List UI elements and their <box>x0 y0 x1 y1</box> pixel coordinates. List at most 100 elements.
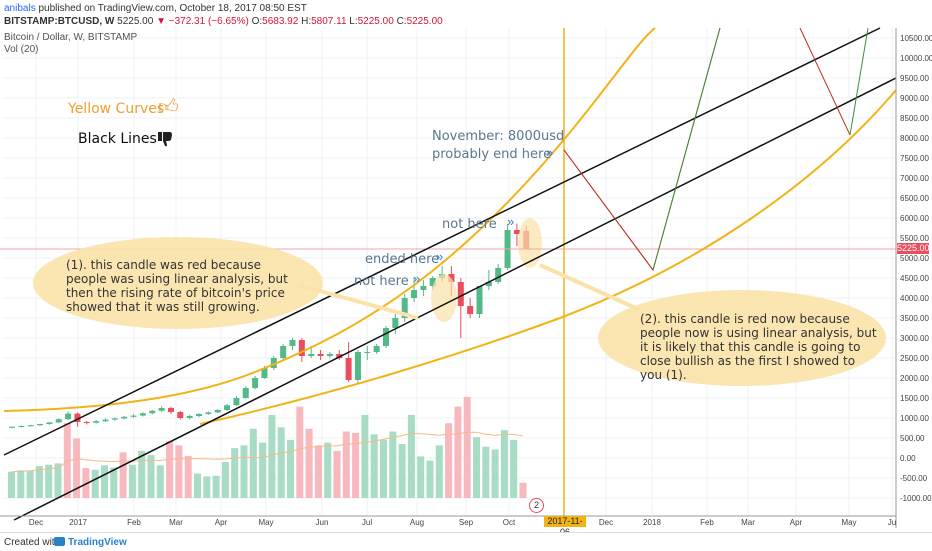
volume-bar <box>156 465 164 498</box>
publisher-username[interactable]: anibals <box>4 3 36 14</box>
candle-body <box>214 410 221 413</box>
candle-body <box>65 413 72 420</box>
volume-bar <box>184 455 192 498</box>
double-chevron-icon: » <box>436 249 444 264</box>
volume-bar <box>389 431 397 498</box>
volume-bar <box>352 432 360 498</box>
legend-black-lines: Black Lines <box>78 131 157 147</box>
candle-body <box>233 398 240 406</box>
candle-body <box>513 230 520 234</box>
candle-body <box>411 290 418 298</box>
callout-bubble-left-shape <box>33 237 323 329</box>
volume-bar <box>249 428 257 498</box>
volume-bar <box>296 406 304 498</box>
date-marker-label: 2017-11-06 <box>544 516 586 537</box>
projection-arrow <box>563 27 721 272</box>
candle-body <box>224 405 231 410</box>
candle-body <box>149 410 156 414</box>
candle-body <box>317 354 324 356</box>
volume-bar <box>8 471 15 498</box>
candle-body <box>9 426 15 428</box>
candle-body <box>326 354 333 356</box>
time-tick-label: Sep <box>459 518 474 527</box>
time-tick-label: Feb <box>127 518 141 527</box>
candle-body <box>205 412 212 414</box>
volume-bar <box>35 466 43 498</box>
volume-bar <box>26 470 34 498</box>
candle-body <box>177 412 184 418</box>
candle-body <box>298 340 305 356</box>
candle-body <box>111 418 118 420</box>
highlight-ellipse <box>431 274 457 322</box>
candle-body <box>448 274 455 282</box>
close-label: C: <box>396 16 407 27</box>
time-tick-label: Mar <box>741 518 755 527</box>
chart-title: Bitcoin / Dollar, W, BITSTAMP <box>4 32 138 43</box>
symbol-line: BITSTAMP:BTCUSD, W 5225.00 ▼ −372.31 (−6… <box>4 16 443 27</box>
volume-bar <box>370 434 378 498</box>
volume-bar <box>305 428 313 498</box>
time-tick-label: Jun <box>316 518 329 527</box>
volume-bar <box>473 437 480 498</box>
high-value: 5807.11 <box>311 16 347 27</box>
volume-bar <box>491 449 499 498</box>
volume-bar <box>333 450 341 498</box>
published-text: published on TradingView.com, October 18… <box>38 3 307 14</box>
event-badge[interactable]: 2 <box>529 498 544 513</box>
volume-bar <box>17 470 25 498</box>
volume-bar <box>231 448 239 498</box>
price-tick-label: 2000.00 <box>900 374 929 383</box>
chart-header: anibals published on TradingView.com, Oc… <box>0 0 932 55</box>
time-tick-label: May <box>841 518 856 527</box>
time-tick-label: Dec <box>29 518 43 527</box>
volume-bar <box>454 406 462 498</box>
candle-body <box>336 354 343 358</box>
volume-bar <box>268 414 276 498</box>
candle-body <box>392 318 399 328</box>
price-tick-label: -1000.00 <box>900 494 932 503</box>
candle-body <box>186 416 193 418</box>
yellow-growth-curve <box>199 89 897 425</box>
price-tick-label: 5500.00 <box>900 234 929 243</box>
price-tick-label: 4500.00 <box>900 274 929 283</box>
time-tick-label: 2017 <box>69 518 87 527</box>
price-axis: 10500.00 10000.00 9500.00 9000.00 8500.00 800… <box>895 28 932 528</box>
candle-body <box>261 368 268 378</box>
volume-bar <box>45 464 53 498</box>
volume-bar <box>510 439 518 498</box>
time-tick-label: Aug <box>410 518 424 527</box>
candle-body <box>93 421 100 423</box>
candle-body <box>74 413 81 422</box>
candle-body <box>457 282 464 306</box>
candle-body <box>46 422 53 424</box>
close-value: 5225.00 <box>406 16 443 27</box>
symbol-label: BITSTAMP:BTCUSD, W <box>4 16 115 27</box>
volume-bar <box>445 423 453 498</box>
price-tick-label: 6000.00 <box>900 214 929 223</box>
open-label: O: <box>251 16 263 27</box>
time-tick-label: Oct <box>503 518 516 527</box>
candle-body <box>354 352 361 380</box>
created-with-text: Created with <box>4 537 61 548</box>
volume-bar <box>380 439 387 498</box>
price-tick-label: 5000.00 <box>900 254 929 263</box>
legend-yellow-curves: Yellow Curves <box>68 101 165 117</box>
time-tick-label: Jul <box>362 518 372 527</box>
price-tick-label: 2500.00 <box>900 354 929 363</box>
candle-body <box>280 346 287 358</box>
volume-bar <box>240 445 248 498</box>
price-tick-label: 4000.00 <box>900 294 929 303</box>
volume-indicator-label[interactable]: Vol (20) <box>4 44 39 55</box>
projection-arrow <box>799 27 851 136</box>
candle-body <box>55 419 62 423</box>
callout-bubble-left: (1). this candle was red because people … <box>66 258 288 314</box>
price-tick-label: 10000.00 <box>900 54 932 63</box>
november-annotation: November: 8000usd probably end here <box>432 129 565 162</box>
black-trend-line <box>3 27 881 456</box>
tradingview-brand[interactable]: TradingView <box>68 537 127 548</box>
double-chevron-icon: » <box>413 271 421 286</box>
not-here-top-annotation: not here <box>442 217 497 232</box>
volume-bar <box>463 396 471 498</box>
volume-bar <box>417 456 425 498</box>
footer: Created with TradingView <box>0 532 932 551</box>
